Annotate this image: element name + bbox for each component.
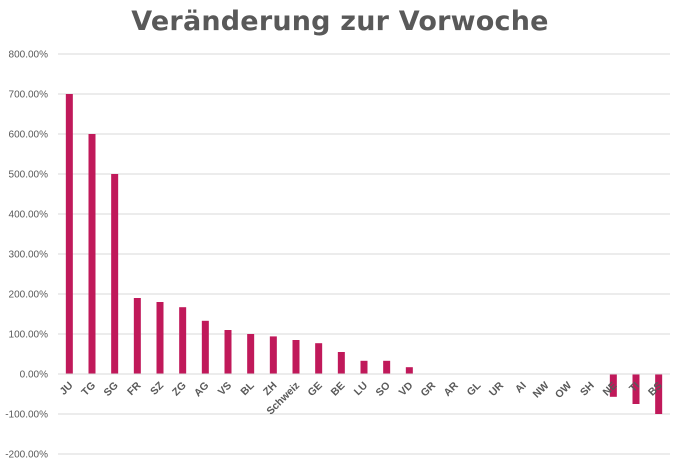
x-tick-label: LU — [352, 380, 370, 398]
x-tick-label: GR — [418, 379, 438, 399]
x-tick-label: JU — [57, 380, 75, 398]
bar-ne — [609, 374, 617, 397]
bar-bs — [655, 374, 663, 414]
x-tick-label: VD — [397, 379, 416, 398]
y-tick-label: 400.00% — [9, 210, 49, 221]
x-tick-label: BE — [329, 380, 348, 399]
x-tick-label: ZG — [170, 380, 189, 399]
x-tick-label: TI — [627, 380, 642, 395]
x-tick-label: AI — [513, 380, 529, 396]
bar-sz — [156, 302, 164, 374]
x-tick-label: SZ — [148, 379, 166, 397]
x-tick-label: TG — [79, 380, 98, 399]
bar-zh — [269, 336, 277, 374]
bar-vd — [405, 367, 413, 374]
bar-fr — [133, 298, 141, 374]
bar-ti — [632, 374, 640, 404]
y-tick-label: -200.00% — [5, 450, 48, 461]
x-tick-label: SO — [374, 380, 393, 399]
bar-vs — [224, 330, 232, 374]
bar-bl — [247, 334, 255, 374]
x-tick-label: GL — [465, 379, 484, 398]
y-tick-label: 700.00% — [9, 90, 49, 101]
y-axis-ticks: -200.00% -100.00% 0.00% 100.00% 200.00% 300.0… — [5, 50, 48, 461]
bar-ju — [65, 94, 73, 374]
x-tick-label: NW — [531, 380, 552, 401]
bar-ge — [315, 343, 323, 374]
bar-lu — [360, 360, 368, 374]
x-tick-label: VS — [216, 380, 234, 398]
y-tick-label: 300.00% — [9, 250, 49, 261]
x-tick-label: SH — [578, 380, 597, 399]
x-tick-label: FR — [125, 379, 144, 398]
y-tick-label: 600.00% — [9, 130, 49, 141]
x-tick-label: BL — [238, 379, 257, 398]
x-tick-label: GE — [306, 380, 325, 399]
chart-title: Veränderung zur Vorwoche — [131, 6, 549, 37]
bar-sg — [111, 174, 119, 374]
y-tick-label: 800.00% — [9, 50, 49, 61]
bar-be — [337, 352, 345, 374]
bar-zg — [179, 307, 187, 374]
x-tick-label: SG — [102, 380, 121, 399]
y-tick-label: 100.00% — [9, 330, 49, 341]
x-tick-label: AG — [192, 380, 212, 400]
y-tick-label: 0.00% — [20, 370, 48, 381]
bar-tg — [88, 134, 96, 374]
x-tick-label: OW — [553, 380, 574, 401]
bar-ag — [201, 320, 209, 374]
y-tick-label: -100.00% — [5, 410, 48, 421]
x-tick-label: AR — [442, 379, 462, 399]
y-tick-label: 200.00% — [9, 290, 49, 301]
bar-schweiz — [292, 340, 300, 374]
x-tick-label: UR — [487, 379, 507, 399]
bar-so — [383, 360, 391, 374]
y-tick-label: 500.00% — [9, 170, 49, 181]
bars — [65, 94, 663, 414]
